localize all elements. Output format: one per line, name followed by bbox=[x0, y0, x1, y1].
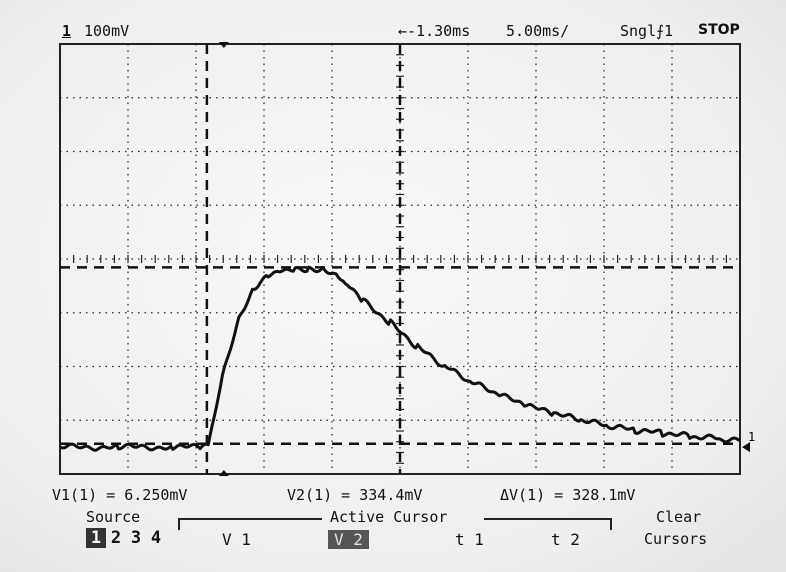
trigger-channel: 1 bbox=[663, 22, 673, 40]
ground-marker-label: 1 bbox=[748, 430, 755, 444]
cursor-v1-softkey[interactable]: V 1 bbox=[222, 530, 251, 549]
source-1[interactable]: 1 bbox=[86, 528, 106, 548]
ground-marker-icon bbox=[742, 442, 750, 453]
waveform-trace bbox=[59, 265, 741, 452]
markers bbox=[218, 42, 750, 476]
active-cursor-label: Active Cursor bbox=[330, 508, 448, 526]
cursor-v2-softkey[interactable]: V 2 bbox=[328, 530, 369, 549]
channel-scale: 100mV bbox=[84, 22, 130, 40]
channel-number[interactable]: 1 bbox=[62, 22, 72, 40]
status-bar: 1 100mV ←-1.30ms 5.00ms/ Sngl⨍1 STOP bbox=[0, 0, 786, 44]
clear-cursors-softkey-line1[interactable]: Clear bbox=[656, 508, 702, 526]
active-cursor-bracket-right bbox=[484, 518, 612, 530]
trigger-edge-icon: ⨍ bbox=[656, 22, 664, 40]
clear-cursors-softkey-line2[interactable]: Cursors bbox=[644, 530, 708, 548]
v2-readout: V2(1) = 334.4mV bbox=[287, 486, 423, 504]
active-cursor-bracket-left bbox=[178, 518, 322, 530]
trigger-position-marker bbox=[218, 42, 229, 48]
cursor-readout: V1(1) = 6.250mV V2(1) = 334.4mV ΔV(1) = … bbox=[0, 486, 786, 506]
time-scale: 5.00ms/ bbox=[506, 22, 570, 40]
cursor-t2-softkey[interactable]: t 2 bbox=[551, 530, 580, 549]
graticule-grid bbox=[59, 43, 741, 475]
source-4[interactable]: 4 bbox=[150, 528, 162, 548]
source-2[interactable]: 2 bbox=[110, 528, 122, 548]
source-3[interactable]: 3 bbox=[130, 528, 142, 548]
delta-v-readout: ΔV(1) = 328.1mV bbox=[500, 486, 636, 504]
trigger-position-marker-bottom bbox=[218, 470, 229, 476]
source-label: Source bbox=[86, 508, 141, 526]
v1-readout: V1(1) = 6.250mV bbox=[52, 486, 188, 504]
trigger-mode: Sngl⨍1 bbox=[620, 22, 673, 40]
time-offset: ←-1.30ms bbox=[398, 22, 471, 40]
cursor-t1-softkey[interactable]: t 1 bbox=[455, 530, 484, 549]
run-state: STOP bbox=[698, 22, 740, 38]
cursor-lines bbox=[60, 44, 740, 474]
trigger-mode-label: Sngl bbox=[620, 22, 657, 40]
